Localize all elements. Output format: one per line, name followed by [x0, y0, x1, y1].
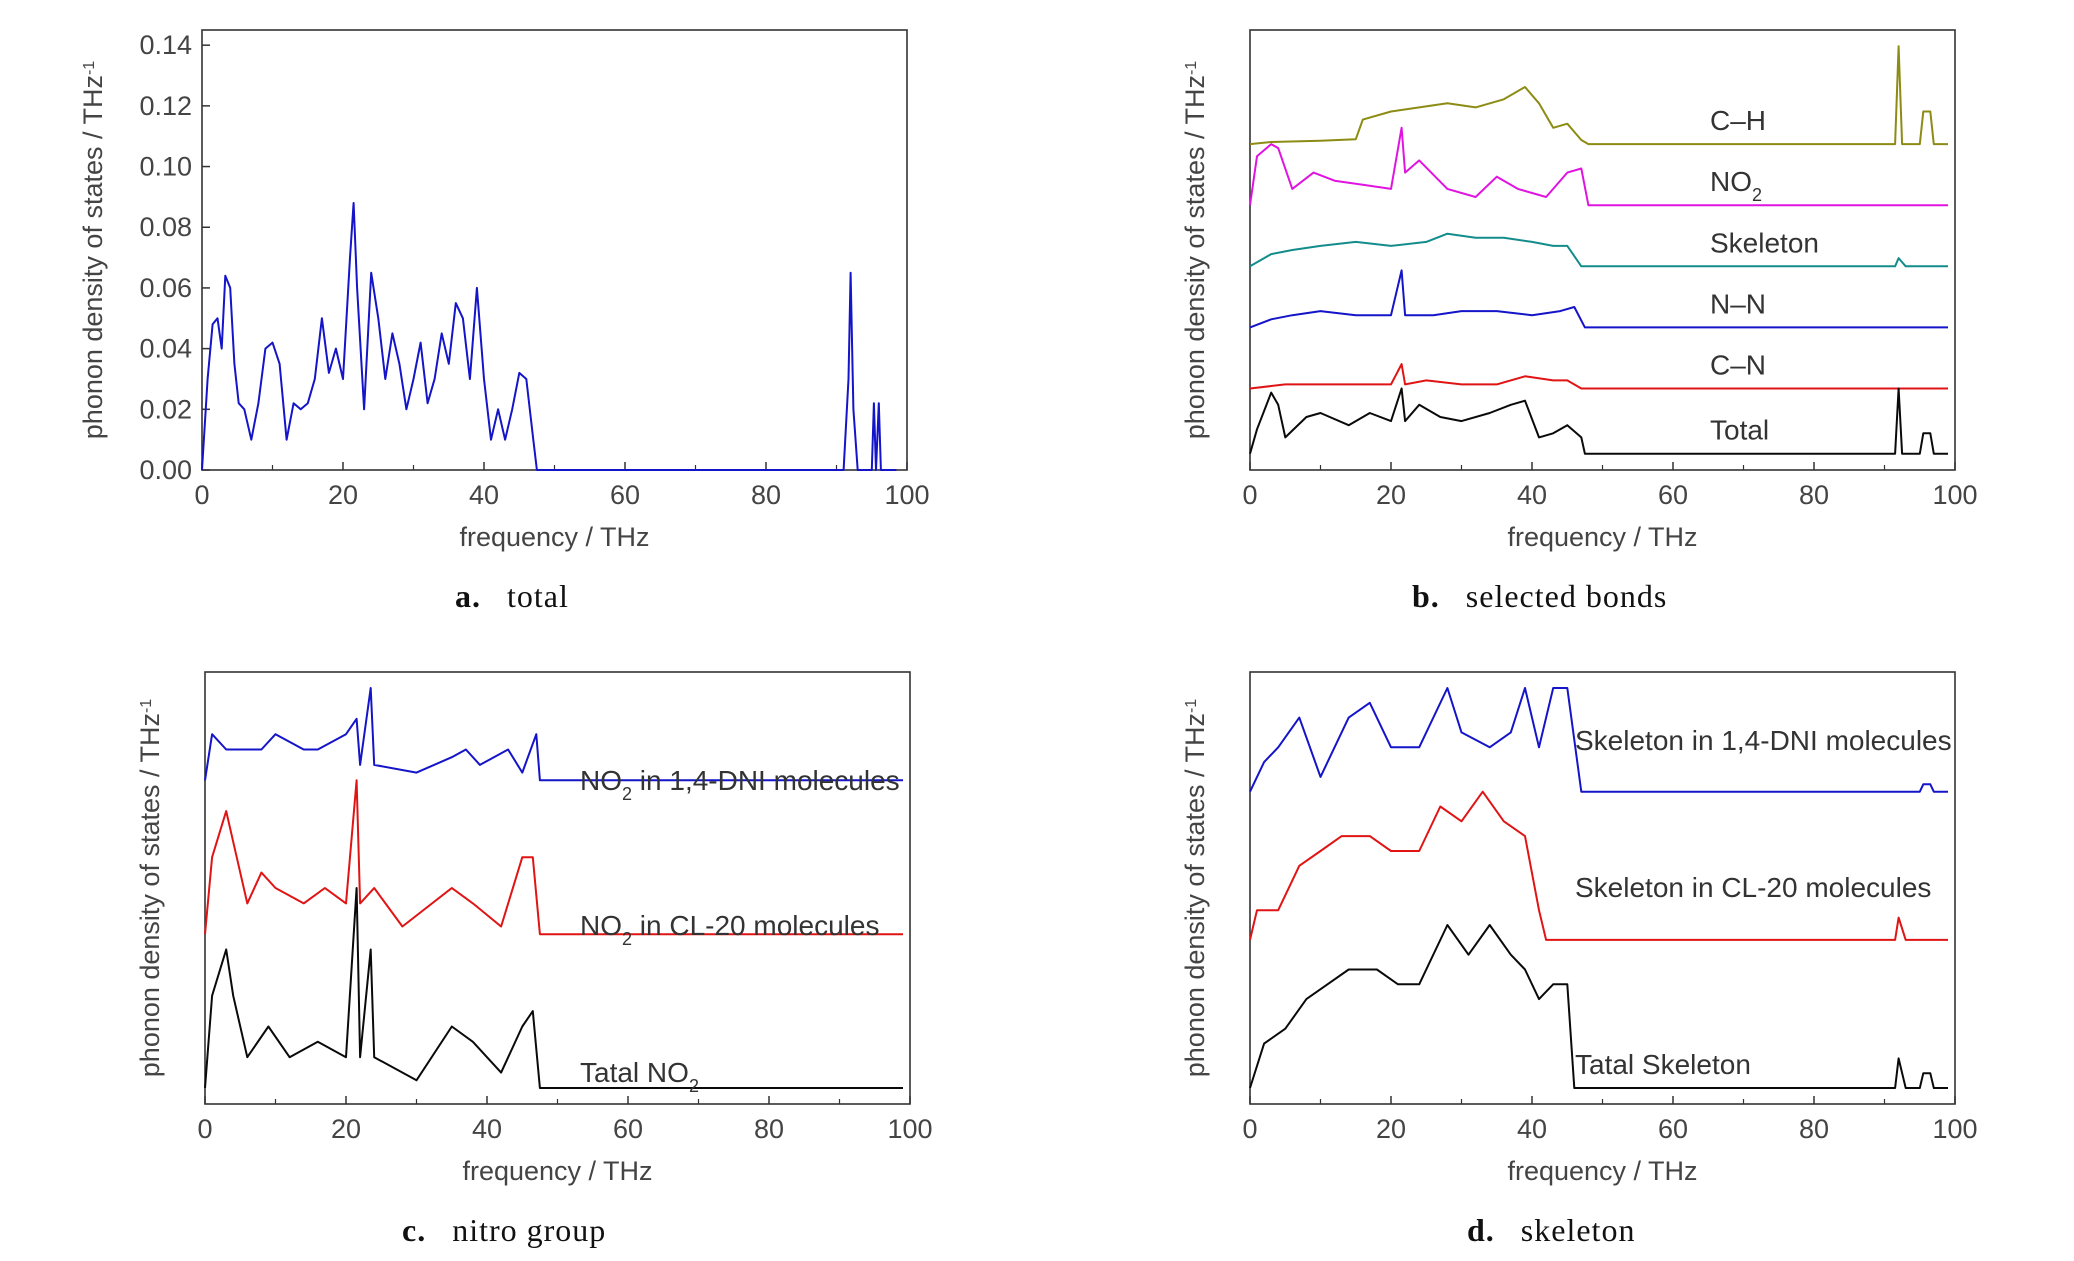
series-label-b: Total — [1710, 415, 1769, 446]
series-label-d: Tatal Skeleton — [1575, 1049, 1751, 1080]
y-tick-label-a: 0.06 — [139, 273, 192, 303]
series-label-part: in 1,4-DNI molecules — [632, 765, 900, 796]
x-tick-label-d: 60 — [1658, 1114, 1688, 1144]
x-tick-label-a: 20 — [328, 480, 358, 510]
x-axis-label-b: frequency / THz — [1507, 522, 1697, 552]
caption-a-letter: a. — [455, 578, 481, 614]
series-label-b: C–H — [1710, 105, 1766, 136]
caption-d-text: skeleton — [1520, 1212, 1636, 1248]
caption-a: a. total — [455, 578, 569, 615]
series-label-d: Skeleton in CL-20 molecules — [1575, 872, 1931, 903]
caption-c: c. nitro group — [402, 1212, 606, 1249]
series-line-d — [1249, 687, 1948, 793]
series-label-part: NO — [580, 765, 622, 796]
caption-d-letter: d. — [1467, 1212, 1495, 1248]
series-line-c — [204, 779, 903, 936]
caption-c-text: nitro group — [452, 1212, 607, 1248]
y-tick-label-a: 0.12 — [139, 91, 192, 121]
x-tick-label-c: 0 — [197, 1114, 212, 1144]
series-label-subscript: 2 — [622, 929, 632, 949]
series-label-b: Skeleton — [1710, 227, 1819, 258]
series-line-b — [1249, 45, 1948, 146]
y-tick-label-a: 0.14 — [139, 30, 192, 60]
y-tick-label-a: 0.02 — [139, 394, 192, 424]
y-tick-label-a: 0.08 — [139, 212, 192, 242]
y-axis-label-sup-b: -1 — [1183, 61, 1200, 75]
chart-b: 0 20 40 60 80 100 frequency / THz phonon densit… — [1180, 29, 1978, 552]
series-line-b — [1249, 269, 1948, 329]
series-line-b — [1249, 387, 1948, 455]
x-tick-label-c: 100 — [887, 1114, 932, 1144]
x-tick-label-b: 100 — [1932, 480, 1977, 510]
y-axis-label-sup-c: -1 — [138, 699, 155, 713]
series-line-c — [204, 687, 903, 782]
x-tick-label-a: 60 — [610, 480, 640, 510]
chart-d: 0 20 40 60 80 100 frequency / THz phonon densit… — [1180, 671, 1978, 1186]
series-label-part: NO — [1710, 166, 1752, 197]
series-label-b: NO2 — [1710, 166, 1762, 205]
y-axis-label-c: phonon density of states / THz-1 — [135, 699, 165, 1078]
x-tick-label-c: 60 — [613, 1114, 643, 1144]
series-line-b — [1249, 232, 1948, 268]
caption-b: b. selected bonds — [1412, 578, 1667, 615]
x-tick-label-c: 80 — [754, 1114, 784, 1144]
series-label-c: Tatal NO2 — [580, 1057, 699, 1096]
caption-c-letter: c. — [402, 1212, 427, 1248]
chart-a: 0 20 40 60 80 100 frequency / THz phonon densit… — [78, 29, 930, 552]
plot-frame-c — [204, 671, 911, 1105]
caption-d: d. skeleton — [1467, 1212, 1635, 1249]
caption-a-text: total — [507, 578, 569, 614]
series-line-d — [1249, 790, 1948, 941]
series-label-subscript: 2 — [689, 1076, 699, 1096]
x-tick-label-c: 40 — [472, 1114, 502, 1144]
plot-frame-b — [1249, 29, 1956, 471]
y-axis-label-sup-a: -1 — [81, 61, 98, 75]
series-line-b — [1249, 363, 1948, 390]
x-axis-label-d: frequency / THz — [1507, 1156, 1697, 1186]
x-axis-label-a: frequency / THz — [459, 522, 649, 552]
x-tick-label-a: 40 — [469, 480, 499, 510]
series-label-subscript: 2 — [622, 784, 632, 804]
x-tick-label-a: 0 — [194, 480, 209, 510]
series-line-a — [201, 202, 897, 471]
caption-b-text: selected bonds — [1465, 578, 1668, 614]
series-label-part: Tatal NO — [580, 1057, 689, 1088]
series-line-c — [204, 887, 903, 1089]
x-tick-label-c: 20 — [331, 1114, 361, 1144]
y-tick-label-a: 0.00 — [139, 455, 192, 485]
x-tick-label-b: 80 — [1799, 480, 1829, 510]
series-label-part: NO — [580, 910, 622, 941]
y-tick-label-a: 0.10 — [139, 152, 192, 182]
y-axis-label-a: phonon density of states / THz-1 — [78, 61, 108, 440]
series-label-b: C–N — [1710, 350, 1766, 381]
x-tick-label-b: 0 — [1242, 480, 1257, 510]
x-tick-label-b: 20 — [1376, 480, 1406, 510]
series-label-c: NO2 in 1,4-DNI molecules — [580, 765, 900, 804]
series-label-c: NO2 in CL-20 molecules — [580, 910, 879, 949]
x-tick-label-d: 80 — [1799, 1114, 1829, 1144]
x-tick-label-d: 40 — [1517, 1114, 1547, 1144]
series-label-part: in CL-20 molecules — [632, 910, 879, 941]
y-axis-label-b: phonon density of states / THz-1 — [1180, 61, 1210, 440]
x-tick-label-d: 20 — [1376, 1114, 1406, 1144]
y-tick-label-a: 0.04 — [139, 334, 192, 364]
y-axis-label-sup-d: -1 — [1183, 699, 1200, 713]
series-line-d — [1249, 924, 1948, 1089]
series-label-d: Skeleton in 1,4-DNI molecules — [1575, 725, 1952, 756]
x-tick-label-d: 0 — [1242, 1114, 1257, 1144]
series-label-subscript: 2 — [1752, 185, 1762, 205]
x-tick-label-d: 100 — [1932, 1114, 1977, 1144]
x-tick-label-b: 60 — [1658, 480, 1688, 510]
x-tick-label-a: 80 — [751, 480, 781, 510]
chart-c: 0 20 40 60 80 100 frequency / THz phonon densit… — [135, 671, 933, 1186]
x-axis-label-c: frequency / THz — [462, 1156, 652, 1186]
caption-b-letter: b. — [1412, 578, 1440, 614]
series-line-b — [1249, 126, 1948, 207]
y-axis-label-d: phonon density of states / THz-1 — [1180, 699, 1210, 1078]
x-tick-label-b: 40 — [1517, 480, 1547, 510]
x-tick-label-a: 100 — [884, 480, 929, 510]
series-label-b: N–N — [1710, 288, 1766, 319]
